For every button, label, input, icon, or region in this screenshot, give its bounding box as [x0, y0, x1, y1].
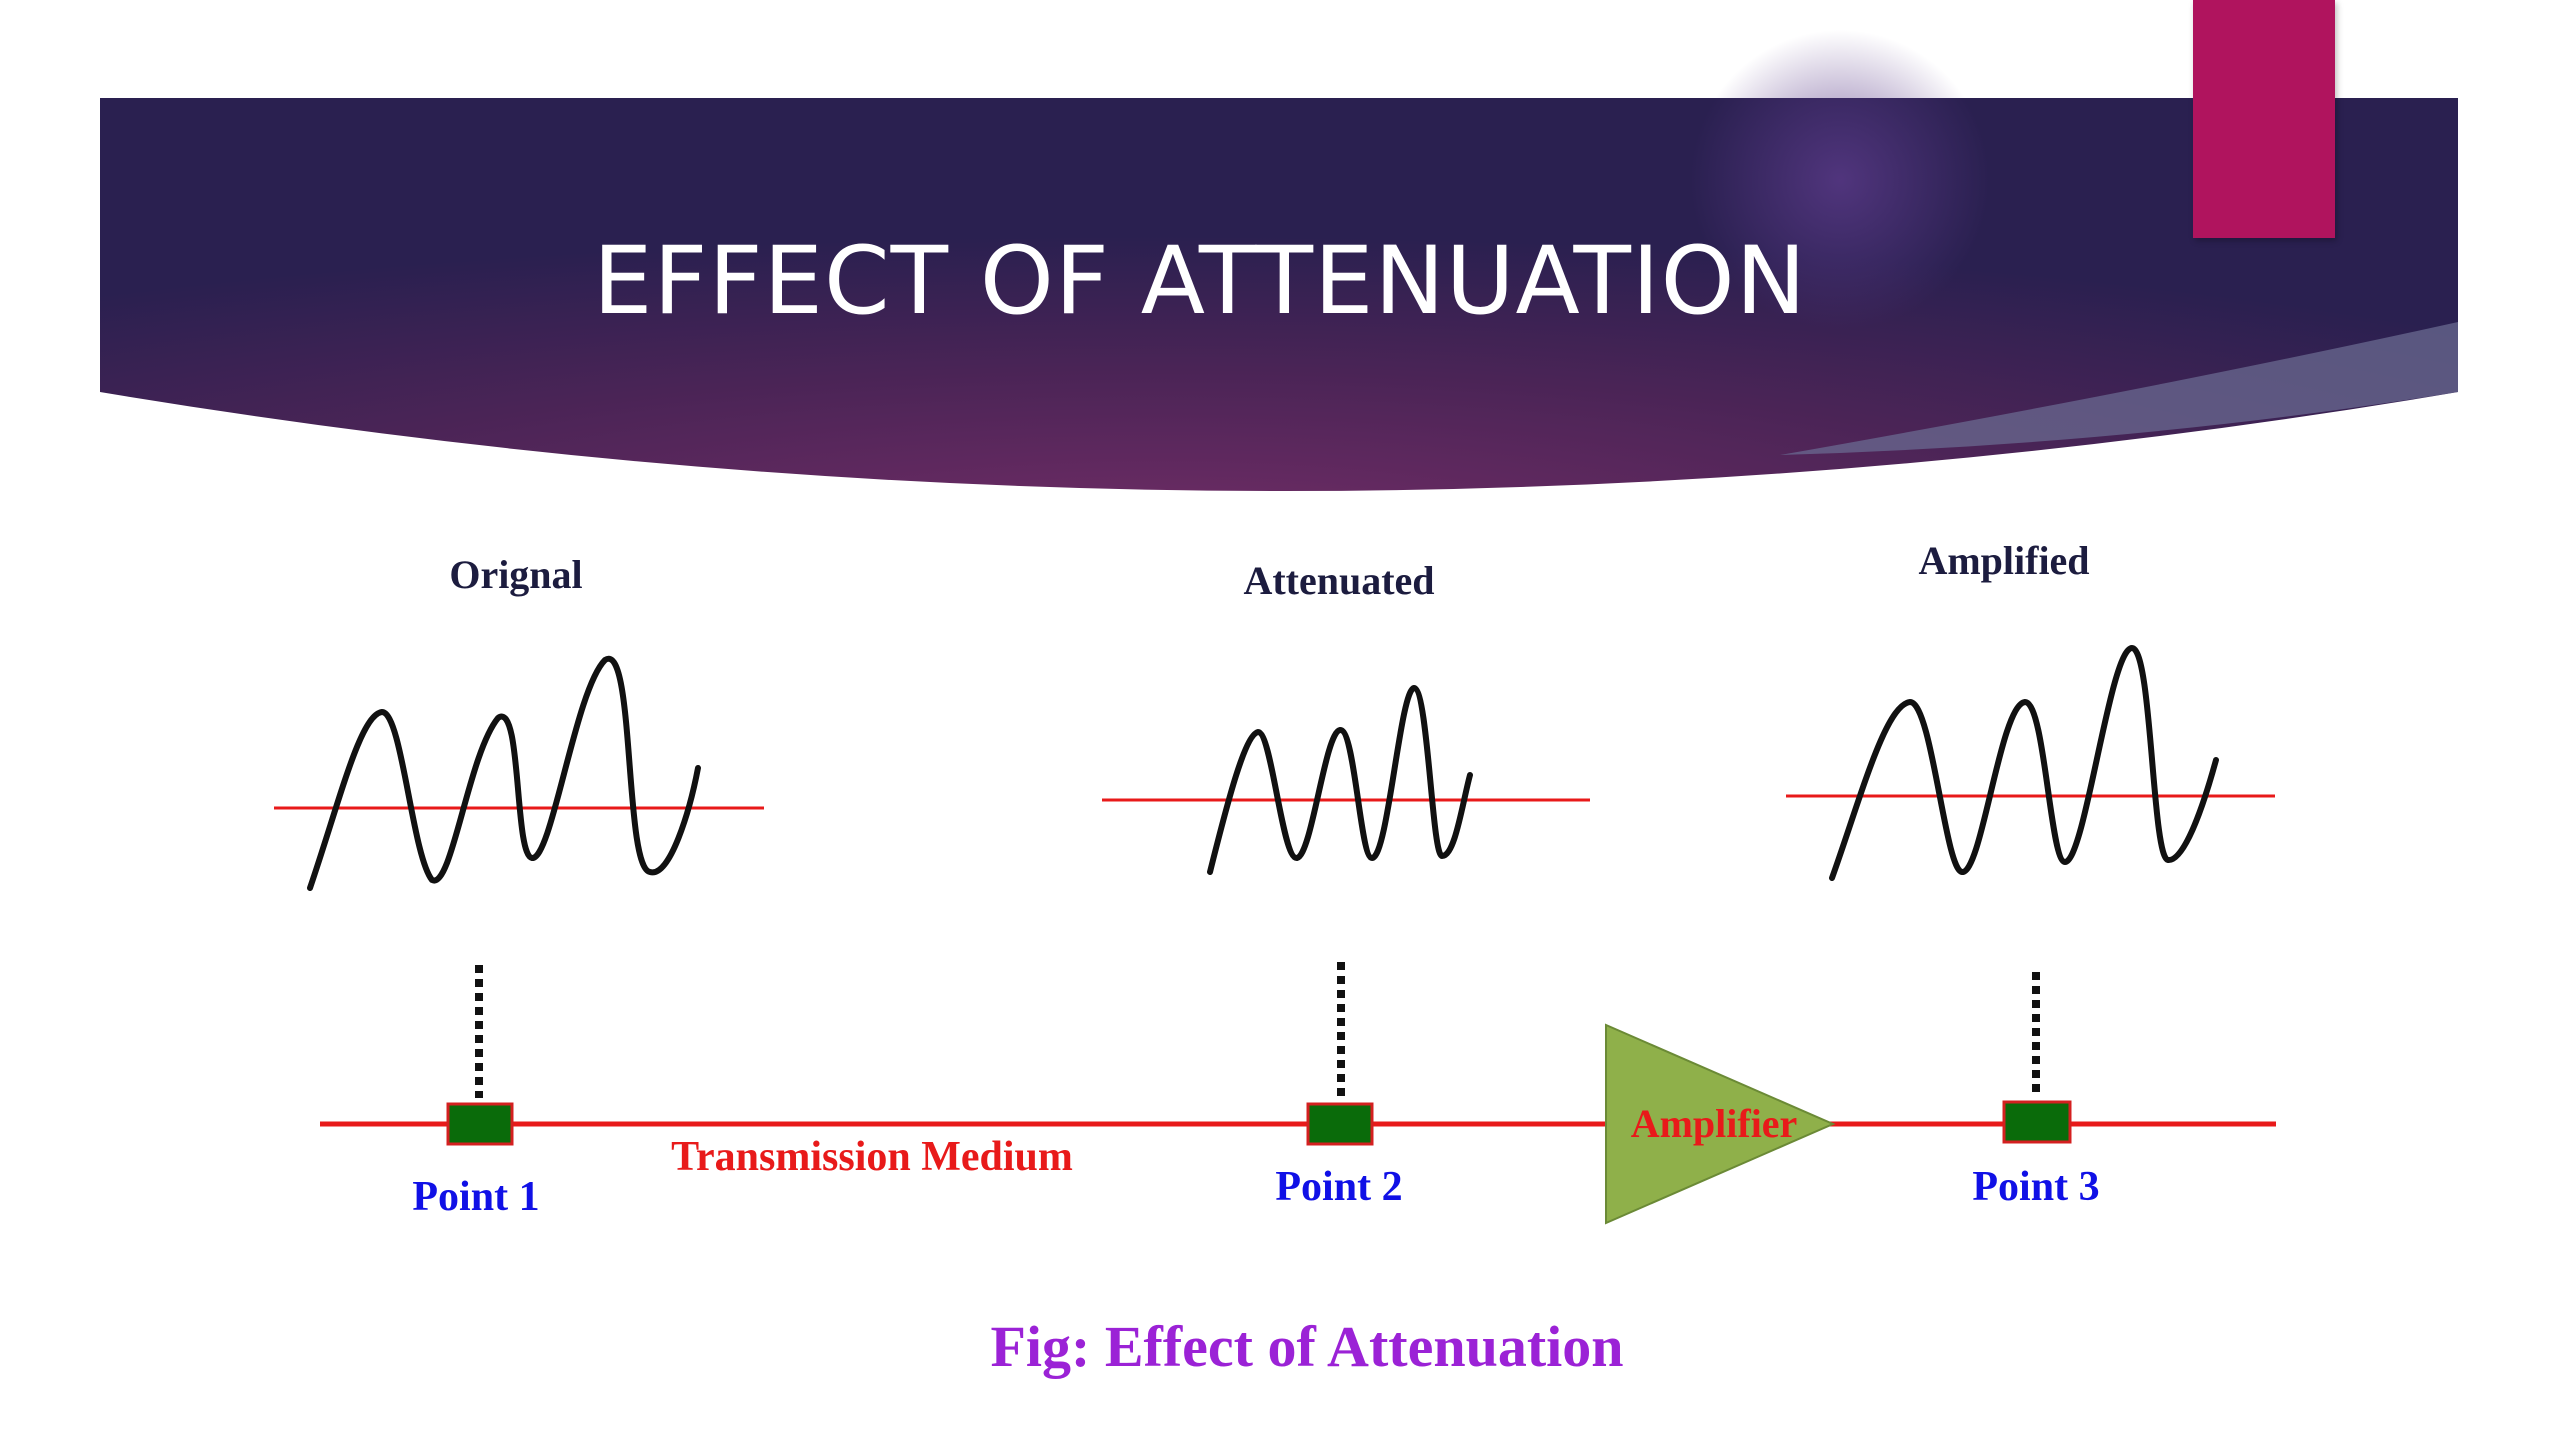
banner-swoosh [1780, 322, 2458, 455]
node-point-3 [2002, 1100, 2072, 1144]
signal-label-amplified: Amplified [1918, 538, 2089, 583]
point-label-1: Point 1 [412, 1174, 539, 1220]
signal-label-original: Orignal [449, 552, 582, 597]
banner-glow [1690, 30, 1990, 330]
point-label-3: Point 3 [1972, 1164, 2099, 1210]
amplifier-label: Amplifier [1631, 1101, 1798, 1146]
amplifier-triangle [1605, 1023, 1836, 1225]
figure-caption: Fig: Effect of Attenuation [990, 1314, 1623, 1379]
waveform-original [307, 655, 701, 891]
waveform-amplified [1829, 645, 2219, 881]
accent-tab [2193, 0, 2335, 238]
node-point-2 [1306, 1102, 1374, 1146]
waveform-attenuated [1207, 685, 1473, 875]
signal-label-attenuated: Attenuated [1243, 558, 1434, 603]
transmission-medium-label: Transmission Medium [671, 1134, 1073, 1180]
slide-title: EFFECT OF ATTENUATION [593, 227, 1807, 336]
point-label-2: Point 2 [1275, 1164, 1402, 1210]
node-point-1 [446, 1102, 514, 1146]
